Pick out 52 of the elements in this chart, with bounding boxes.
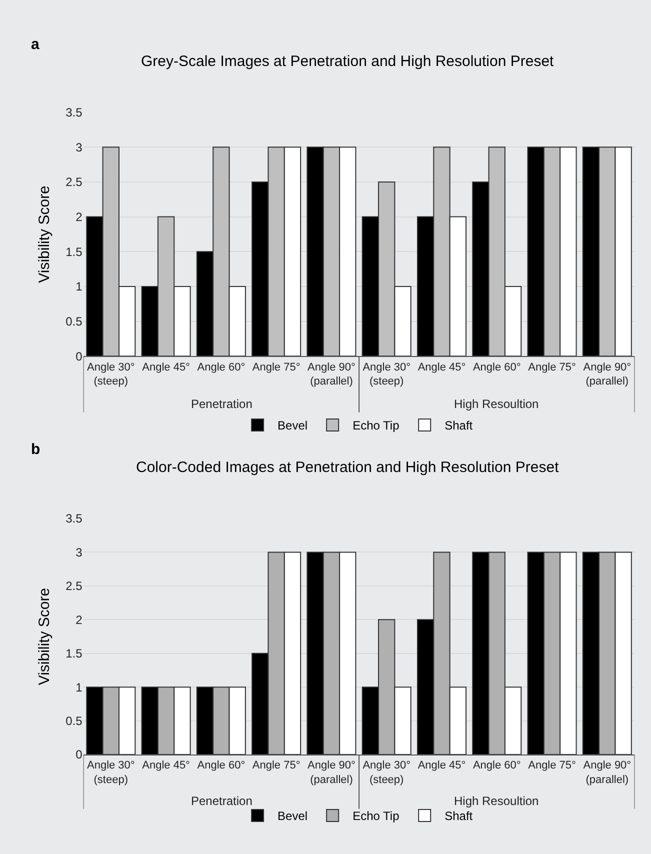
x-tick-label: Angle 60°: [197, 361, 246, 374]
x-tick-label: Angle 60°: [197, 760, 246, 772]
text: High Resoultion: [454, 397, 539, 411]
y-tick-label: 1.5: [66, 646, 83, 661]
y-tick-label: 3: [76, 545, 83, 560]
text: High Resoultion: [454, 794, 539, 808]
x-tick-label: Angle 30° (steep): [86, 361, 135, 388]
y-tick-label: 3.5: [66, 512, 83, 526]
y-tick-label: 0.5: [66, 714, 83, 728]
y-tick-label: 1: [76, 280, 83, 294]
y-tick-label: 2.5: [66, 175, 83, 190]
x-tick-label: Angle 75°: [252, 361, 300, 374]
x-tick-label: Angle 90° (parallel): [308, 760, 356, 786]
legend-label: Echo Tip: [352, 809, 400, 824]
x-tick-label: Angle 45°: [418, 760, 466, 772]
y-tick-label: 3: [76, 140, 83, 154]
y-tick-label: 0: [76, 748, 83, 762]
legend-label: Bevel: [278, 809, 308, 824]
legend-label: Shaft: [444, 418, 474, 433]
x-tick-label: Angle 45°: [142, 361, 190, 374]
text: Penetration: [191, 794, 252, 808]
x-tick-label: Angle 60°: [472, 361, 521, 374]
y-tick-label: 2: [76, 210, 83, 224]
y-tick-label: 2.5: [66, 579, 83, 594]
x-tick-label: Angle 75°: [528, 361, 576, 374]
x-tick-label: Angle 90° (parallel): [583, 361, 632, 388]
legend-label: Echo Tip: [352, 418, 400, 433]
y-tick-label: 0.5: [66, 314, 83, 329]
text: Penetration: [191, 397, 252, 411]
text: b: [31, 441, 40, 458]
y-tick-label: 1.5: [66, 244, 83, 259]
text: a: [31, 36, 40, 53]
x-tick-label: Angle 60°: [472, 760, 521, 772]
x-tick-label: Angle 75°: [252, 760, 300, 772]
legend-label: Bevel: [278, 418, 308, 433]
x-tick-label: Angle 45°: [418, 361, 466, 374]
x-tick-label: Angle 90° (parallel): [308, 361, 356, 388]
chart-title: Grey-Scale Images at Penetration and High Resolution Preset: [141, 53, 555, 70]
y-tick-label: 2: [76, 612, 83, 627]
x-tick-label: Angle 30° (steep): [86, 760, 135, 786]
y-tick-label: 3.5: [66, 105, 83, 120]
x-tick-label: Angle 30° (steep): [362, 760, 411, 786]
legend-label: Shaft: [444, 809, 474, 824]
y-tick-label: 1: [76, 680, 83, 694]
x-tick-label: Angle 75°: [528, 760, 576, 772]
x-tick-label: Angle 30° (steep): [362, 361, 411, 388]
y-axis-title: Visibility Score: [36, 186, 53, 283]
chart-title: Color-Coded Images at Penetration and High Resolution Preset: [136, 459, 560, 476]
x-tick-label: Angle 45°: [142, 760, 190, 772]
x-tick-label: Angle 90° (parallel): [583, 760, 632, 786]
y-tick-label: 0: [76, 349, 83, 364]
y-axis-title: Visibility Score: [36, 588, 53, 686]
